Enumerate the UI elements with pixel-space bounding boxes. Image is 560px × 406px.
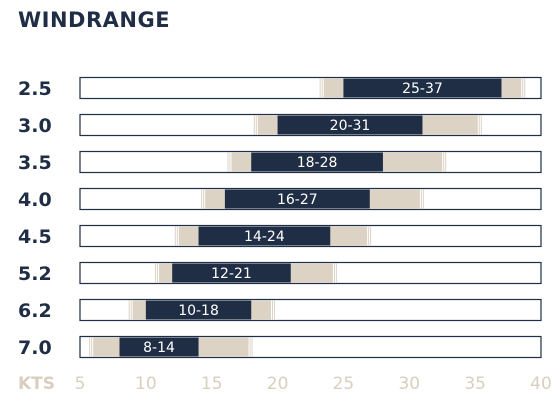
x-tick-label: 25 (333, 374, 355, 394)
core-range-bar (198, 226, 331, 246)
row-label: 5.2 (18, 263, 52, 285)
x-tick-label: 40 (530, 374, 552, 394)
x-tick-label: 15 (201, 374, 223, 394)
core-range-bar (343, 78, 502, 98)
core-range-bar (224, 189, 370, 209)
x-tick-label: 10 (135, 374, 157, 394)
core-range-bar (251, 152, 383, 172)
row-label: 4.0 (18, 189, 52, 211)
row-label: 3.5 (18, 152, 52, 174)
row-label: 4.5 (18, 226, 52, 248)
row-label: 2.5 (18, 78, 52, 100)
range-label: 8-14 (143, 340, 175, 356)
range-label: 20-31 (330, 118, 371, 134)
range-label: 14-24 (244, 229, 285, 245)
x-tick-label: 30 (398, 374, 420, 394)
range-label: 18-28 (297, 155, 338, 171)
range-label: 12-21 (211, 266, 252, 282)
row-label: 7.0 (18, 337, 52, 359)
x-axis-units-label: KTS (18, 374, 55, 394)
core-range-bar (119, 337, 199, 357)
x-tick-label: 5 (75, 374, 86, 394)
core-range-bar (277, 115, 423, 135)
core-range-bar (145, 300, 252, 320)
row-label: 3.0 (18, 115, 52, 137)
row-label: 6.2 (18, 300, 52, 322)
range-label: 16-27 (277, 192, 318, 208)
x-tick-label: 20 (267, 374, 289, 394)
range-label: 25-37 (402, 81, 443, 97)
core-range-bar (172, 263, 291, 283)
chart-title: WINDRANGE (18, 8, 171, 32)
x-tick-label: 35 (464, 374, 486, 394)
range-label: 10-18 (178, 303, 219, 319)
